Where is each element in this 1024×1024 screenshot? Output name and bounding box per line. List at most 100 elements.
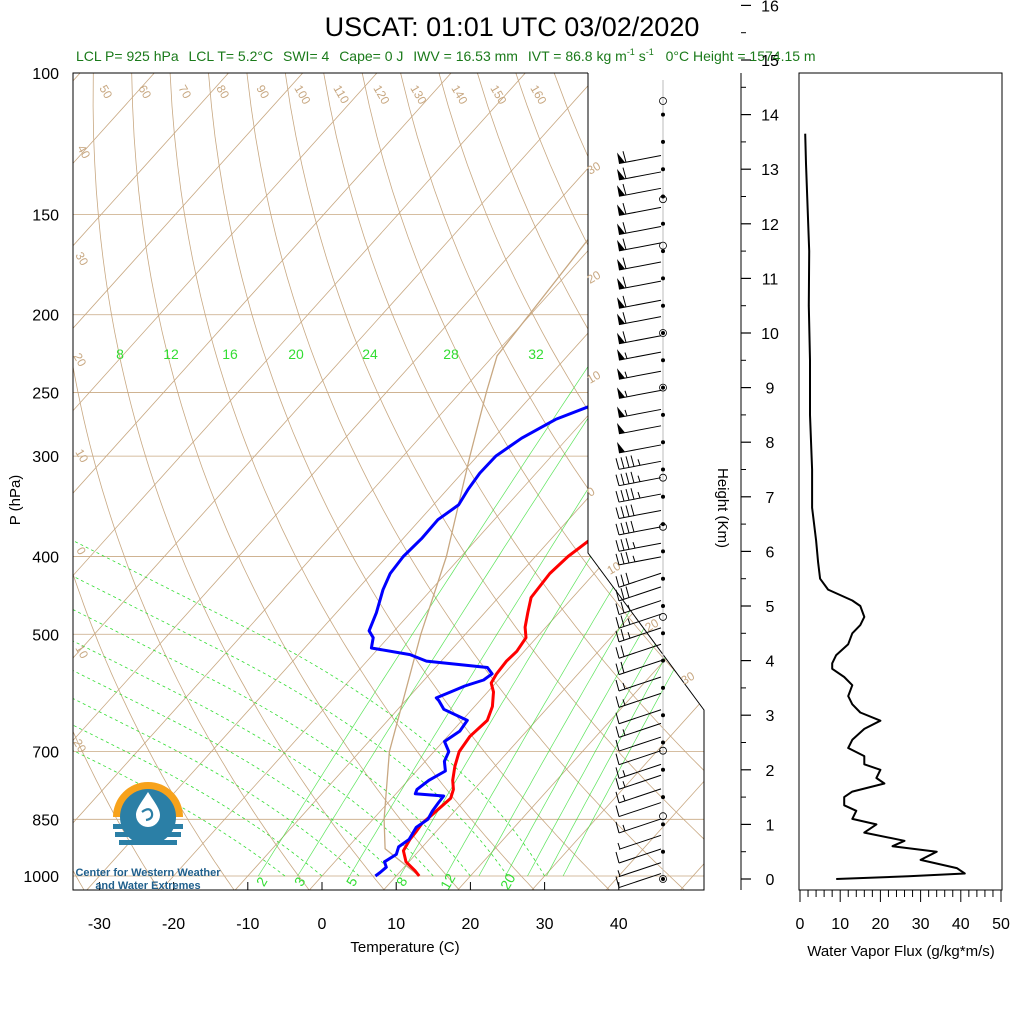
isotherm-line: [380, 73, 704, 890]
wind-barb-shaft: [618, 425, 662, 435]
height-tick-label: 8: [766, 435, 775, 452]
isotherm-label: 70: [175, 83, 194, 102]
height-dot: [661, 358, 665, 363]
dry-adiabat-line: [636, 73, 704, 890]
wind-barb-half-feather: [622, 699, 626, 706]
wind-barb-half-feather: [637, 459, 641, 466]
stat-zero-height: 0°C Height = 1574.15 m: [666, 48, 816, 64]
wind-barb-shaft: [618, 542, 662, 552]
height-tick-label: 1: [766, 817, 775, 834]
height-dot: [661, 467, 665, 472]
height-dot: [661, 303, 665, 308]
isotherm-label: 30: [72, 250, 91, 269]
wind-barb-half-feather: [632, 555, 636, 562]
height-dot: [661, 139, 665, 144]
height-tick-label: 3: [766, 708, 775, 725]
moist-adiabat-line: [73, 392, 360, 877]
height-dot: [661, 713, 665, 718]
height-tick-label: 14: [761, 108, 779, 125]
wind-barb-shaft: [618, 600, 662, 616]
wind-swirl-icon: [141, 808, 154, 822]
flux-profile: [804, 133, 966, 880]
wind-barb-feather: [615, 663, 620, 675]
wind-barb-shaft: [618, 834, 662, 850]
dry-adiabat-line: [276, 73, 704, 890]
height-dot: [661, 221, 665, 226]
dry-adiabat-line: [745, 0, 1024, 893]
wind-barb-shaft: [618, 774, 662, 790]
isotherm-label: 20: [70, 737, 89, 756]
wind-barb-feather: [615, 753, 620, 765]
wind-barb-half-feather: [627, 632, 631, 639]
flux-tick-label: 30: [912, 916, 930, 933]
wind-barb-feather: [615, 603, 620, 615]
pressure-tick-label: 300: [32, 449, 59, 466]
mixing-ratio-line: [562, 363, 704, 877]
wind-barb-feather: [625, 505, 630, 517]
wind-barb-flag: [617, 406, 625, 418]
wind-barb-feather: [615, 647, 620, 659]
wind-barb-half-feather: [637, 491, 641, 499]
height-axis-label: Height (Km): [714, 468, 731, 548]
wind-barb-feather: [615, 739, 620, 752]
wind-barb-feather: [622, 238, 627, 250]
height-dot: [661, 112, 665, 117]
wind-barb-feather: [630, 455, 635, 467]
wind-barb-shaft: [618, 802, 662, 818]
isotherm-line: [306, 73, 704, 890]
dry-adiabat-line: [782, 0, 1024, 893]
temperature-tick-label: -30: [88, 916, 111, 933]
wind-barb-feather: [615, 712, 620, 724]
wind-barb-half-feather: [624, 352, 628, 359]
isotherm-line: [83, 73, 704, 890]
wind-barb-flag: [617, 278, 625, 290]
wind-barb-feather: [615, 778, 620, 790]
wind-barb-feather: [615, 805, 620, 817]
height-tick-label: 9: [766, 381, 775, 398]
height-tick-label: 0: [766, 872, 775, 889]
height-dot: [661, 604, 665, 608]
dry-adiabat-line: [73, 73, 162, 890]
mixing-ratio-label: 20: [497, 871, 519, 893]
flux-axis: 0 10 20 30 40 50: [796, 889, 1010, 933]
height-tick-label: 12: [761, 217, 779, 234]
height-tick-label: 7: [766, 490, 775, 507]
wind-barb-feather: [615, 540, 620, 552]
wind-barb-feather: [630, 488, 635, 500]
isotherm-label: 10: [72, 447, 91, 466]
height-tick-label: 6: [766, 544, 775, 561]
height-tick-label: 16: [761, 0, 779, 15]
wind-barb-shaft: [618, 556, 662, 566]
wind-barb-shaft: [618, 722, 662, 738]
wind-barb-flag: [617, 368, 625, 380]
height-dot: [661, 631, 665, 636]
wind-barb-half-feather: [622, 770, 626, 777]
isotherm-label: 60: [135, 83, 154, 102]
dry-adiabat-line: [709, 0, 1024, 893]
dry-adiabat-line: [204, 73, 613, 890]
height-dot: [661, 740, 665, 745]
wind-barb-feather: [620, 661, 625, 674]
height-dot: [661, 877, 665, 881]
isotherm-line: [73, 73, 704, 890]
wind-barb-half-feather: [617, 870, 621, 877]
wind-barb-half-feather: [622, 682, 626, 690]
height-dot: [661, 276, 665, 281]
pressure-tick-label: 500: [32, 627, 59, 644]
pressure-tick-label: 400: [32, 549, 59, 566]
logo-water-band-2: [115, 832, 181, 837]
wind-barb-feather: [630, 471, 635, 483]
height-dot: [661, 767, 665, 772]
wind-barbs: [615, 80, 667, 889]
wind-barb-flag: [617, 152, 625, 164]
wind-barb-flag: [617, 259, 625, 271]
height-dot: [661, 440, 665, 445]
height-dot: [661, 822, 665, 827]
flux-line: [804, 133, 966, 880]
wind-barb-feather: [615, 876, 620, 888]
wind-barb-shaft: [618, 572, 662, 588]
wind-barb-feather: [615, 821, 620, 834]
wind-barb-feather: [620, 457, 625, 469]
mixing-ratio-line: [258, 363, 591, 877]
